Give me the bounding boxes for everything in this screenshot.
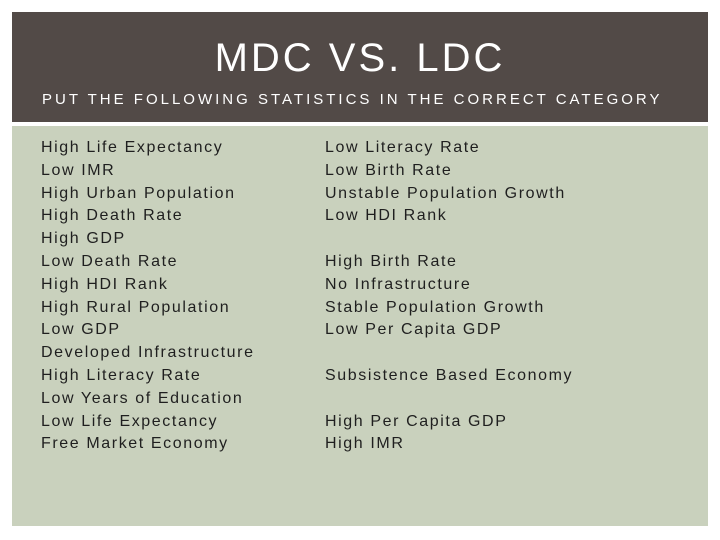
list-item: Low Life Expectancy [41,412,219,430]
list-item: Low Literacy Rate [325,139,481,156]
list-item: High Literacy Rate [41,366,202,384]
content-panel: High Life Expectancy Low IMR High Urban … [12,126,708,526]
list-item: Unstable Population Growth [325,184,566,202]
list-item: Low Death Rate [41,252,179,270]
list-item: High IMR [325,435,405,453]
list-item: High Rural Population [41,298,231,316]
list-item: High Death Rate [41,207,184,225]
list-spacer [325,342,573,365]
title-banner: MDC VS. LDC PUT THE FOLLOWING STATISTICS… [12,12,708,122]
list-item: Stable Population Growth [325,298,545,316]
list-item: Low IMR [41,161,116,179]
list-item: No Infrastructure [325,275,472,293]
list-spacer [325,228,573,251]
list-item: High Per Capita GDP [325,412,508,430]
list-item: Low GDP [41,321,121,339]
list-item: Low HDI Rank [325,207,448,225]
list-item: Developed Infrastructure [41,344,255,362]
list-item: Low Per Capita GDP [325,321,503,339]
slide-subtitle: PUT THE FOLLOWING STATISTICS IN THE CORR… [42,91,663,108]
right-statistics-list: Low Literacy Rate Low Birth Rate Unstabl… [325,137,573,456]
list-item: Subsistence Based Economy [325,366,574,384]
list-item: High HDI Rank [41,275,169,293]
list-item: Low Years of Education [41,389,244,407]
list-item: High Life Expectancy [41,139,224,156]
left-statistics-list: High Life Expectancy Low IMR High Urban … [41,137,255,456]
list-item: Low Birth Rate [325,161,453,179]
list-item: High Birth Rate [325,252,458,270]
slide-title: MDC VS. LDC [214,36,506,80]
list-spacer [325,388,573,411]
list-item: Free Market Economy [41,435,229,453]
list-item: High GDP [41,230,126,248]
list-item: High Urban Population [41,184,236,202]
